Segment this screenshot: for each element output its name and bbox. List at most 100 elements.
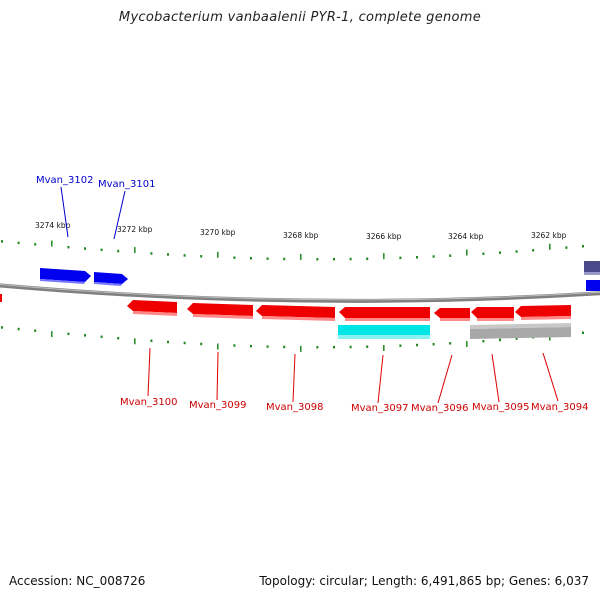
- label-mvan-3098[interactable]: Mvan_3098: [266, 402, 323, 413]
- minor-tick: [515, 337, 518, 340]
- leader-mvan-3101: [113, 190, 126, 240]
- genome-backbone-highlight: [0, 283, 600, 301]
- leader-mvan-3097: [377, 354, 384, 404]
- label-mvan-3096[interactable]: Mvan_3096: [411, 403, 468, 414]
- major-tick: [134, 338, 136, 345]
- label-mvan-3099[interactable]: Mvan_3099: [189, 400, 246, 411]
- gene-mvan-3097[interactable]: [339, 307, 430, 321]
- minor-tick: [117, 249, 120, 253]
- major-tick: [217, 251, 219, 258]
- minor-tick: [233, 256, 236, 259]
- minor-tick: [67, 245, 70, 249]
- minor-tick: [399, 256, 402, 260]
- minor-tick: [449, 254, 452, 257]
- major-tick: [217, 343, 219, 350]
- leader-mvan-3100: [147, 347, 151, 397]
- minor-tick: [183, 341, 186, 345]
- minor-tick: [100, 335, 103, 339]
- major-tick: [549, 334, 551, 341]
- major-tick: [300, 345, 302, 352]
- gene-mvan-3096[interactable]: [434, 308, 470, 321]
- minor-tick: [84, 247, 86, 250]
- accession-text: Accession: NC_008726: [9, 574, 146, 588]
- gene-mvan-3101[interactable]: [94, 272, 128, 286]
- minor-tick: [333, 257, 335, 261]
- major-tick: [466, 249, 468, 256]
- major-tick: [383, 253, 385, 260]
- gene-edge-forward-blue[interactable]: [586, 280, 600, 291]
- label-mvan-3101[interactable]: Mvan_3101: [98, 179, 155, 190]
- map-title: Mycobacterium vanbaalenii PYR-1, complet…: [118, 10, 482, 25]
- minor-tick: [84, 334, 86, 337]
- minor-tick: [416, 255, 418, 259]
- minor-tick: [499, 251, 501, 254]
- minor-tick: [1, 240, 3, 243]
- minor-tick: [233, 344, 236, 347]
- minor-tick: [366, 345, 369, 348]
- minor-tick: [34, 329, 37, 332]
- major-tick: [383, 345, 385, 352]
- major-tick: [300, 253, 302, 260]
- minor-tick: [349, 345, 352, 349]
- minor-tick: [316, 345, 319, 349]
- feature-gray[interactable]: [470, 323, 571, 339]
- minor-tick: [117, 336, 120, 340]
- minor-tick: [250, 344, 252, 348]
- genome-summary-text: Topology: circular; Length: 6,491,865 bp…: [259, 574, 589, 588]
- minor-tick: [515, 250, 518, 253]
- gene-mvan-3098[interactable]: [256, 305, 335, 321]
- label-mvan-3097[interactable]: Mvan_3097: [351, 403, 408, 414]
- gene-edge-reverse-left[interactable]: [0, 294, 2, 302]
- label-mvan-3100[interactable]: Mvan_3100: [120, 397, 177, 408]
- leader-mvan-3096: [437, 354, 453, 404]
- gene-mvan-3095[interactable]: [471, 307, 514, 321]
- gene-mvan-3102[interactable]: [40, 268, 91, 284]
- label-mvan-3094[interactable]: Mvan_3094: [531, 402, 588, 413]
- minor-tick: [67, 332, 70, 336]
- leader-mvan-3102: [60, 186, 69, 238]
- minor-tick: [167, 340, 169, 344]
- minor-tick: [266, 345, 269, 348]
- scale-label-3262: 3262 kbp: [531, 231, 567, 240]
- minor-tick: [482, 339, 485, 343]
- gene-mvan-3099[interactable]: [187, 303, 253, 319]
- minor-tick: [482, 252, 485, 256]
- major-tick: [51, 240, 53, 247]
- scale-ticks-top: [1, 240, 584, 261]
- major-tick: [466, 341, 468, 348]
- minor-tick: [283, 257, 286, 261]
- major-tick: [134, 247, 136, 254]
- minor-tick: [183, 254, 186, 257]
- minor-tick: [167, 253, 169, 256]
- label-mvan-3095[interactable]: Mvan_3095: [472, 402, 529, 413]
- minor-tick: [17, 241, 20, 245]
- minor-tick: [100, 248, 103, 252]
- scale-label-3274: 3274 kbp: [35, 221, 71, 230]
- minor-tick: [200, 342, 203, 346]
- gene-mvan-3100[interactable]: [127, 300, 177, 316]
- gene-mvan-3094[interactable]: [515, 305, 571, 320]
- major-tick: [51, 331, 53, 338]
- scale-label-3264: 3264 kbp: [448, 232, 484, 241]
- leader-mvan-3095: [491, 353, 500, 403]
- minor-tick: [34, 243, 37, 246]
- minor-tick: [17, 327, 20, 331]
- minor-tick: [1, 326, 3, 329]
- scale-label-3270: 3270 kbp: [200, 228, 236, 237]
- feature-cyan[interactable]: [338, 325, 430, 339]
- minor-tick: [349, 257, 352, 261]
- label-mvan-3102[interactable]: Mvan_3102: [36, 175, 93, 186]
- minor-tick: [565, 246, 568, 249]
- leader-mvan-3098: [292, 353, 296, 403]
- minor-tick: [432, 342, 435, 346]
- gene-edge-forward-top[interactable]: [584, 261, 600, 275]
- minor-tick: [582, 244, 584, 248]
- minor-tick: [499, 338, 501, 342]
- leader-mvan-3094: [542, 352, 559, 402]
- minor-tick: [316, 257, 319, 261]
- minor-tick: [266, 257, 269, 260]
- leader-mvan-3099: [216, 351, 219, 401]
- minor-tick: [200, 255, 203, 258]
- minor-tick: [333, 345, 335, 349]
